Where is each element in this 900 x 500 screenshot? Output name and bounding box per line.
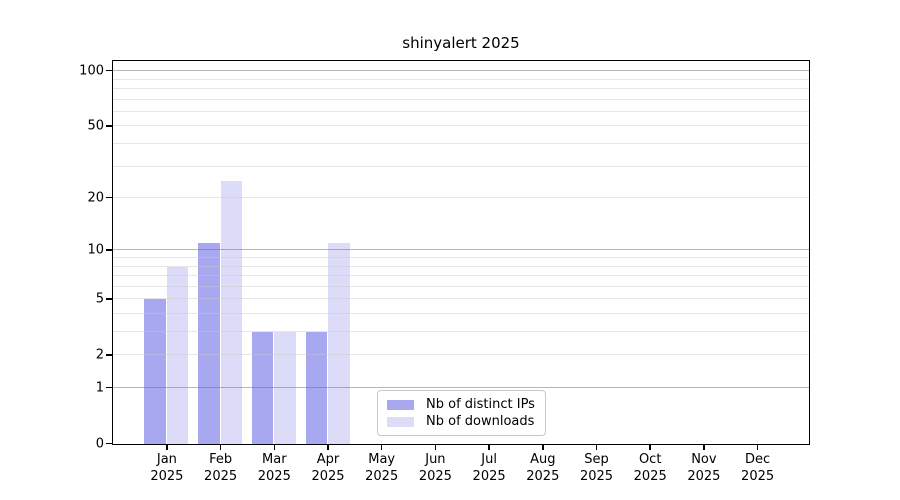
minor-gridline (113, 98, 809, 100)
x-tick-mark (273, 445, 276, 450)
minor-gridline (113, 331, 809, 333)
y-tick-mark (106, 196, 112, 199)
legend-label-downloads: Nb of downloads (426, 414, 535, 429)
y-tick-label: 100 (79, 63, 104, 79)
minor-gridline (113, 125, 809, 127)
minor-gridline (113, 197, 809, 199)
bar-nb-of-downloads (274, 332, 296, 444)
bar-nb-of-downloads (220, 180, 243, 444)
y-tick-mark (106, 442, 112, 445)
chart-title: shinyalert 2025 (402, 34, 520, 52)
minor-gridline (113, 265, 809, 267)
x-tick-mark (595, 445, 598, 450)
x-tick-mark (380, 445, 383, 450)
x-tick-label: Apr 2025 (311, 452, 345, 484)
minor-gridline (113, 78, 809, 80)
y-tick-label: 10 (87, 242, 104, 258)
legend-swatch-distinct-ips (387, 399, 414, 410)
minor-gridline (113, 354, 809, 356)
x-tick-mark (488, 445, 490, 450)
bars-layer (113, 61, 809, 444)
minor-gridline (113, 257, 809, 258)
x-tick-mark (166, 445, 168, 450)
bar-nb-of-downloads (166, 266, 189, 444)
bar-nb-of-distinct-ips (198, 243, 220, 444)
y-tick-label: 50 (87, 118, 104, 134)
x-tick-label: Nov 2025 (687, 452, 721, 484)
x-tick-mark (756, 445, 759, 450)
minor-gridline (113, 298, 809, 300)
x-tick-mark (327, 445, 329, 450)
minor-gridline (113, 88, 809, 90)
minor-gridline (113, 285, 809, 287)
y-tick-mark (106, 69, 112, 72)
legend-row: Nb of distinct IPs (387, 396, 535, 413)
x-tick-label: Mar 2025 (257, 452, 291, 484)
x-tick-label: Sep 2025 (579, 452, 614, 484)
x-tick-label: Dec 2025 (741, 452, 775, 484)
bar-nb-of-distinct-ips (144, 299, 166, 444)
legend: Nb of distinct IPs Nb of downloads (377, 390, 546, 436)
y-tick-label: 5 (95, 291, 104, 307)
minor-gridline (113, 165, 809, 167)
major-gridline (113, 70, 809, 72)
minor-gridline (113, 275, 809, 277)
legend-row: Nb of downloads (387, 413, 535, 430)
x-tick-label: Oct 2025 (633, 452, 667, 484)
x-tick-label: Jun 2025 (418, 452, 452, 484)
x-tick-label: May 2025 (365, 452, 399, 484)
y-tick-label: 1 (95, 380, 104, 395)
x-tick-mark (219, 445, 222, 450)
y-tick-label: 20 (87, 190, 104, 206)
plot-area (112, 60, 810, 445)
bar-nb-of-distinct-ips (305, 332, 327, 444)
y-tick-mark (106, 354, 112, 356)
x-tick-mark (703, 445, 705, 450)
minor-gridline (113, 143, 809, 145)
bar-nb-of-downloads (328, 243, 350, 444)
legend-label-distinct-ips: Nb of distinct IPs (426, 397, 535, 412)
y-tick-label: 0 (95, 436, 104, 451)
y-tick-mark (106, 386, 112, 389)
major-gridline (113, 249, 809, 251)
x-tick-mark (649, 445, 651, 450)
minor-gridline (113, 110, 809, 112)
y-tick-mark (106, 125, 112, 127)
bar-nb-of-distinct-ips (251, 332, 274, 444)
major-gridline (113, 387, 809, 388)
y-tick-label: 2 (95, 347, 104, 363)
x-tick-mark (434, 445, 437, 450)
y-tick-mark (106, 249, 112, 251)
y-tick-mark (106, 298, 112, 300)
x-tick-label: Feb 2025 (204, 452, 238, 484)
minor-gridline (113, 312, 809, 314)
legend-swatch-downloads (387, 416, 414, 427)
x-tick-mark (542, 445, 544, 450)
gridlines-layer (113, 61, 809, 444)
x-tick-label: Jul 2025 (472, 452, 506, 484)
x-tick-label: Jan 2025 (150, 452, 184, 484)
x-tick-label: Aug 2025 (526, 452, 560, 484)
